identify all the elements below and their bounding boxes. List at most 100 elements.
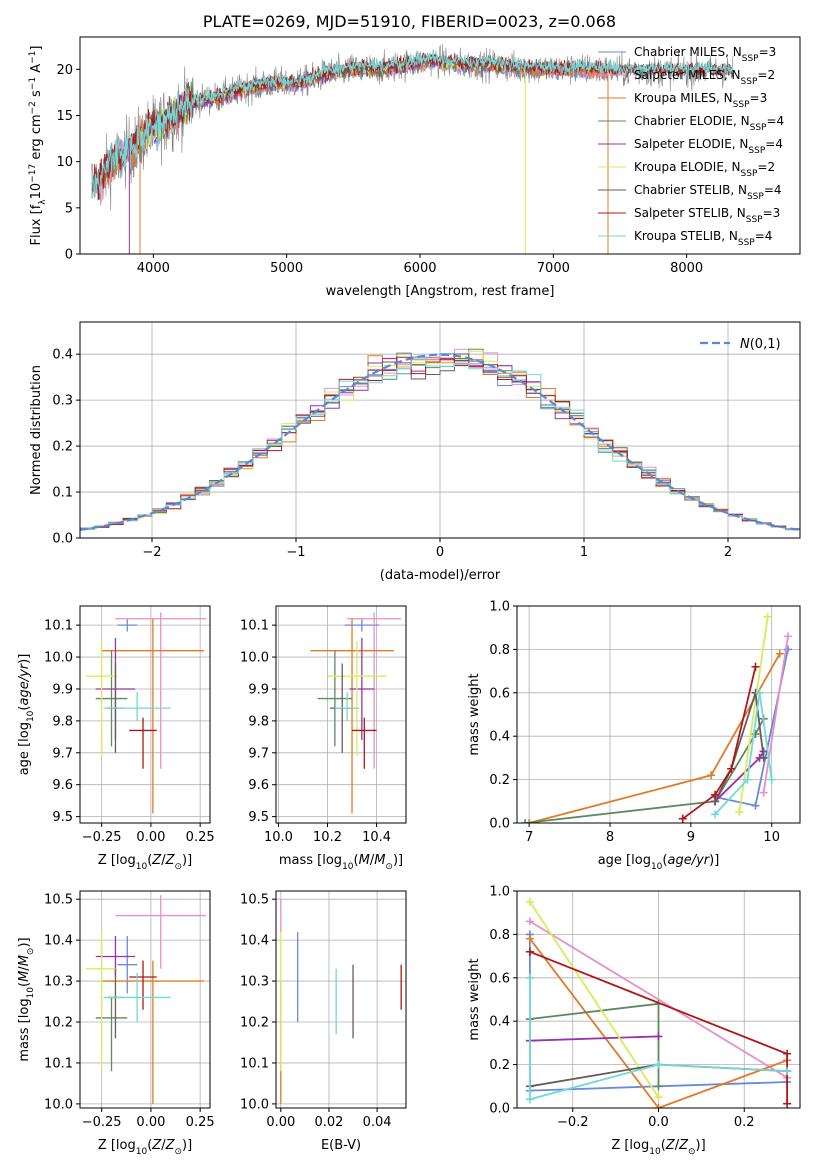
y-tick-label: 0.4 xyxy=(52,348,73,363)
label-part: Flux [f xyxy=(29,204,44,245)
label-part: s xyxy=(29,90,44,101)
massweight-line xyxy=(529,977,788,1101)
label-part: SSP xyxy=(738,238,755,248)
x-axis-label: Z [log10(Z/Z⊙)] xyxy=(611,1138,705,1157)
y-tick-label: 10.0 xyxy=(44,1097,73,1112)
label-part: E(B-V) xyxy=(321,1138,361,1153)
x-tick-label: 0.00 xyxy=(136,830,165,845)
y-tick-label: 0.2 xyxy=(52,440,73,455)
massweight-line xyxy=(714,692,773,815)
x-tick-label: −2 xyxy=(142,545,161,560)
y-tick-label: 10.1 xyxy=(44,1056,73,1071)
x-tick-label: 9 xyxy=(687,830,695,845)
x-tick-label: −0.25 xyxy=(82,1115,122,1130)
massweight-line xyxy=(524,718,765,823)
plot-area xyxy=(80,348,800,531)
label-part: ⊙ xyxy=(26,948,36,956)
label-part: )] xyxy=(182,1138,192,1153)
y-tick-label: 10.4 xyxy=(240,934,269,949)
label-part: 10 xyxy=(136,862,148,872)
y-tick-label: 0.6 xyxy=(489,686,510,701)
massweight-marker xyxy=(525,947,534,956)
y-axis-label: Normed distribution xyxy=(29,365,44,495)
label-part: 10 xyxy=(649,1147,661,1157)
label-part: ⊙ xyxy=(174,1147,182,1157)
label-part: ⊙ xyxy=(385,862,393,872)
y-tick-label: 10.3 xyxy=(240,975,269,990)
legend-label: N(0,1) xyxy=(740,337,781,352)
y-tick-label: 9.7 xyxy=(52,746,73,761)
label-part: Z [log xyxy=(98,853,136,868)
label-part: age [log xyxy=(17,722,32,775)
label-part: mass [log xyxy=(17,998,32,1061)
y-tick-label: 0.8 xyxy=(489,928,510,943)
y-tick-label: 9.8 xyxy=(248,714,269,729)
label-part: ( xyxy=(17,706,32,711)
x-tick-label: 0.25 xyxy=(186,830,215,845)
plot-area xyxy=(85,895,207,1104)
label-part: =2 xyxy=(757,160,775,174)
legend-label: Chabrier ELODIE, NSSP=4 xyxy=(634,114,784,133)
y-tick-label: 0.0 xyxy=(489,817,510,832)
label-part: N xyxy=(740,337,750,352)
x-axis-label: Z [log10(Z/Z⊙)] xyxy=(98,1138,192,1157)
label-part: =3 xyxy=(763,206,781,220)
histogram-step-line xyxy=(80,357,800,530)
massweight-marker xyxy=(775,649,784,658)
legend-label: Kroupa STELIB, NSSP=4 xyxy=(634,229,772,248)
massweight-marker xyxy=(525,897,534,906)
label-part: =3 xyxy=(750,91,768,105)
massweight-line xyxy=(529,920,788,1079)
model-spectrum-line xyxy=(91,50,734,198)
x-axis-label: Z [log10(Z/Z⊙)] xyxy=(98,853,192,872)
massweight-line xyxy=(714,750,765,802)
label-part: )] xyxy=(17,654,32,664)
x-tick-label: 0.00 xyxy=(266,1115,295,1130)
y-tick-label: 9.8 xyxy=(52,714,73,729)
y-tick-label: 9.5 xyxy=(248,810,269,825)
x-tick-label: −0.2 xyxy=(557,1115,589,1130)
legend-label: Chabrier MILES, NSSP=3 xyxy=(634,45,776,64)
label-part: 10 xyxy=(342,862,354,872)
axes-frame xyxy=(79,890,211,1109)
y-tick-label: 10.4 xyxy=(44,934,73,949)
label-part: SSP xyxy=(748,146,765,156)
x-tick-label: 2 xyxy=(724,545,732,560)
figure-title: PLATE=0269, MJD=51910, FIBERID=0023, z=0… xyxy=(202,12,617,31)
label-part: =4 xyxy=(764,183,782,197)
axes-frame xyxy=(79,605,211,824)
label-part: Salpeter ELODIE, N xyxy=(634,137,748,151)
label-part: SSP xyxy=(750,123,767,133)
y-tick-label: 0.0 xyxy=(489,1102,510,1117)
y-tick-label: 1.0 xyxy=(489,600,510,615)
axes-frame xyxy=(516,605,801,824)
x-axis-label: wavelength [Angstrom, rest frame] xyxy=(326,284,555,299)
label-part: ( xyxy=(662,853,667,868)
massweight-line xyxy=(762,636,789,793)
legend-label: Salpeter STELIB, NSSP=3 xyxy=(634,206,780,225)
x-tick-label: 7000 xyxy=(537,261,570,276)
massweight-marker xyxy=(783,632,792,641)
label-part: Z xyxy=(678,1138,689,1153)
label-part: (0,1) xyxy=(750,337,781,352)
massweight-marker xyxy=(783,1099,792,1108)
plot-area xyxy=(85,612,207,814)
legend-label: Salpeter MILES, NSSP=2 xyxy=(634,68,775,87)
massweight-marker xyxy=(743,775,752,784)
label-part: 10 xyxy=(651,862,663,872)
y-tick-label: 5 xyxy=(65,201,73,216)
massweight-marker xyxy=(654,1032,663,1041)
label-part: −2 xyxy=(28,101,38,114)
x-axis-label: (data-model)/error xyxy=(380,568,501,583)
y-tick-label: 10.5 xyxy=(44,893,73,908)
label-part: Z xyxy=(151,853,162,868)
y-axis-label: mass weight xyxy=(467,673,482,755)
label-part: M xyxy=(17,971,32,982)
massweight-marker xyxy=(654,1104,663,1108)
massweight-marker xyxy=(525,934,534,943)
label-part: 10 xyxy=(136,1147,148,1157)
label-part: Z xyxy=(165,1138,176,1153)
label-part: =4 xyxy=(755,229,773,243)
label-part: age [log xyxy=(598,853,651,868)
plot-area xyxy=(310,612,402,814)
